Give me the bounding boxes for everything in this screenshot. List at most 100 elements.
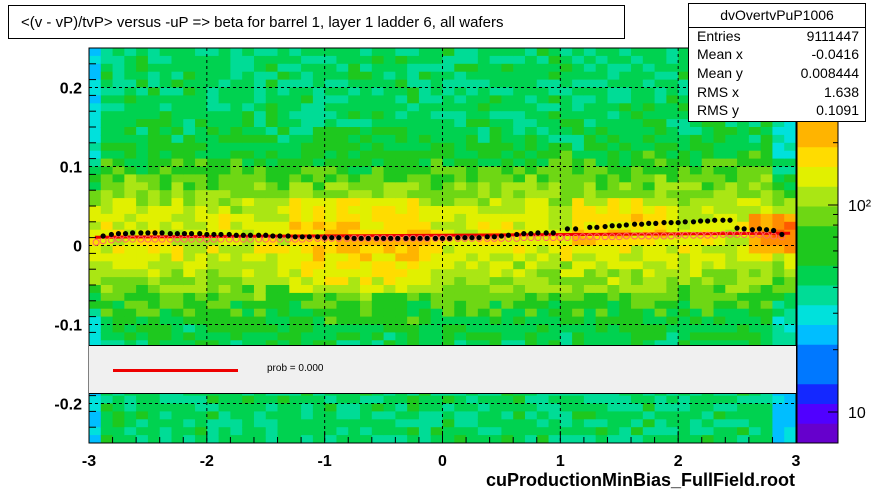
heatmap-cell — [760, 158, 774, 168]
heatmap-cell — [642, 419, 656, 428]
colorbar-segment — [797, 383, 838, 404]
heatmap-cell — [713, 174, 726, 183]
heatmap-cell — [230, 166, 243, 175]
heatmap-cell — [124, 55, 137, 65]
heatmap-cell — [666, 71, 679, 81]
x-tick-labels: -3 -2 -1 0 1 2 3 — [82, 453, 801, 470]
heatmap-cell — [619, 63, 632, 73]
open-marker — [711, 231, 719, 239]
heatmap-cell — [489, 245, 503, 254]
heatmap-cell — [513, 166, 526, 175]
heatmap-cell — [395, 411, 408, 420]
open-marker — [726, 230, 734, 238]
heatmap-cell — [784, 198, 796, 207]
heatmap-cell — [701, 245, 715, 254]
heatmap-cell — [583, 308, 597, 318]
heatmap-cell — [324, 111, 338, 120]
heatmap-cell — [548, 411, 561, 420]
heatmap-cell — [513, 71, 526, 81]
heatmap-cell — [277, 198, 290, 207]
heatmap-cell — [124, 71, 137, 81]
heatmap-cell — [206, 182, 220, 191]
heatmap-cell — [678, 111, 691, 120]
heatmap-cell — [784, 142, 796, 152]
heatmap-cell — [477, 308, 491, 318]
heatmap-cell — [583, 403, 597, 412]
heatmap-cell — [760, 198, 774, 207]
heatmap-cell — [713, 127, 726, 136]
heatmap-cell — [312, 245, 326, 254]
heatmap-cell — [560, 308, 573, 318]
heatmap-cell — [206, 340, 220, 349]
heatmap-cell — [136, 292, 149, 302]
heatmap-cell — [560, 221, 573, 231]
heatmap-cell — [407, 245, 420, 254]
heatmap-cell — [772, 419, 785, 428]
heatmap-cell — [112, 166, 125, 175]
heatmap-cell — [501, 411, 514, 420]
heatmap-cell — [183, 48, 196, 57]
heatmap-cell — [195, 71, 208, 81]
heatmap-cell — [159, 213, 173, 223]
profile-marker — [299, 234, 305, 240]
heatmap-cell — [183, 63, 196, 73]
heatmap-cell — [218, 300, 231, 310]
heatmap-cell — [536, 308, 550, 318]
heatmap-cell — [748, 332, 762, 341]
heatmap-cell — [218, 229, 231, 239]
heatmap-cell — [289, 292, 302, 302]
heatmap-cell — [560, 95, 573, 104]
heatmap-cell — [242, 166, 255, 175]
profile-marker — [181, 231, 188, 237]
profile-marker — [469, 235, 475, 241]
heatmap-cell — [100, 182, 114, 191]
heatmap-cell — [195, 206, 208, 215]
heatmap-cell — [760, 174, 774, 183]
heatmap-cell — [772, 166, 785, 175]
heatmap-cell — [147, 103, 161, 112]
heatmap-cell — [360, 403, 373, 412]
heatmap-cell — [301, 269, 314, 278]
heatmap-cell — [607, 190, 620, 199]
heatmap-cell — [195, 87, 208, 96]
heatmap-cell — [642, 395, 656, 405]
heatmap-cell — [454, 198, 467, 207]
heatmap-cell — [642, 198, 656, 207]
heatmap-cell — [348, 332, 361, 341]
heatmap-cell — [772, 411, 785, 420]
heatmap-cell — [195, 134, 208, 144]
heatmap-cell — [383, 79, 396, 89]
heatmap-cell — [265, 292, 279, 302]
heatmap-cell — [701, 127, 715, 136]
heatmap-cell — [631, 213, 644, 223]
heatmap-cell — [336, 292, 349, 302]
heatmap-cell — [607, 182, 620, 191]
heatmap-cell — [147, 87, 161, 96]
heatmap-cell — [383, 95, 396, 104]
heatmap-cell — [524, 292, 538, 302]
heatmap-cell — [701, 332, 715, 341]
heatmap-cell — [395, 237, 408, 247]
heatmap-cell — [289, 245, 302, 254]
heatmap-cell — [737, 134, 750, 144]
heatmap-cell — [253, 403, 267, 412]
heatmap-cell — [124, 427, 137, 436]
heatmap-cell — [725, 237, 738, 247]
profile-marker — [240, 232, 246, 238]
heatmap-cell — [136, 324, 149, 333]
heatmap-cell — [536, 340, 550, 349]
heatmap-cell — [784, 308, 796, 318]
heatmap-cell — [748, 395, 762, 405]
heatmap-cell — [289, 206, 302, 215]
heatmap-cell — [466, 324, 479, 333]
heatmap-cell — [253, 134, 267, 144]
heatmap-cell — [654, 150, 667, 160]
heatmap-cell — [183, 221, 196, 231]
heatmap-cell — [183, 134, 196, 144]
profile-marker — [763, 227, 770, 233]
heatmap-cell — [312, 174, 326, 183]
open-marker — [733, 230, 741, 238]
heatmap-cell — [631, 174, 644, 183]
heatmap-cell — [89, 308, 102, 318]
heatmap-cell — [195, 48, 208, 57]
